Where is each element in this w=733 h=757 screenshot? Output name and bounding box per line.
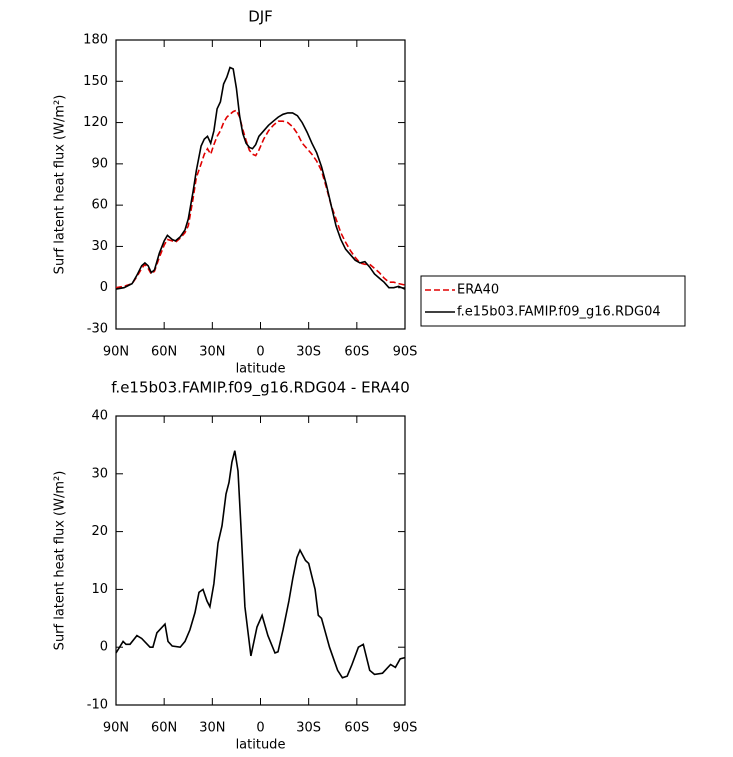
legend-box	[420, 275, 686, 327]
x-tick-label: 60S	[344, 345, 369, 360]
x-tick-label: 60N	[151, 345, 177, 360]
plot-frame	[115, 39, 406, 330]
y-tick-label: 120	[83, 115, 108, 130]
chart-title: f.e15b03.FAMIP.f09_g16.RDG04 - ERA40	[111, 379, 410, 398]
y-axis-label: Surf latent heat flux (W/m²)	[53, 95, 68, 275]
y-axis-label: Surf latent heat flux (W/m²)	[53, 471, 68, 651]
x-tick-label: 0	[256, 345, 264, 360]
x-tick-label: 30S	[296, 345, 321, 360]
x-axis-label: latitude	[236, 738, 286, 753]
y-tick-label: 150	[83, 74, 108, 89]
data-line	[115, 66, 406, 290]
x-tick-label: 90N	[103, 345, 129, 360]
x-tick-label: 30N	[199, 721, 225, 736]
y-tick-label: 0	[100, 280, 108, 295]
legend-label: f.e15b03.FAMIP.f09_g16.RDG04	[457, 305, 661, 320]
data-line	[115, 109, 406, 289]
x-tick-label: 90S	[393, 721, 418, 736]
x-tick-label: 30N	[199, 345, 225, 360]
y-tick-label: 60	[91, 198, 108, 213]
y-tick-label: -30	[87, 322, 108, 337]
x-tick-label: 30S	[296, 721, 321, 736]
y-tick-label: 30	[91, 466, 108, 481]
y-tick-label: 10	[91, 582, 108, 597]
plot-frame	[115, 415, 406, 706]
x-tick-label: 90S	[393, 345, 418, 360]
x-tick-label: 90N	[103, 721, 129, 736]
y-tick-label: 180	[83, 33, 108, 48]
data-line	[115, 450, 406, 679]
chart-title: DJF	[248, 8, 273, 26]
x-tick-label: 60N	[151, 721, 177, 736]
x-tick-label: 0	[256, 721, 264, 736]
y-tick-label: 30	[91, 239, 108, 254]
legend-label: ERA40	[457, 283, 499, 298]
y-tick-label: -10	[87, 698, 108, 713]
x-tick-label: 60S	[344, 721, 369, 736]
x-axis-label: latitude	[236, 362, 286, 377]
y-tick-label: 40	[91, 409, 108, 424]
y-tick-label: 0	[100, 640, 108, 655]
y-tick-label: 90	[91, 156, 108, 171]
y-tick-label: 20	[91, 524, 108, 539]
